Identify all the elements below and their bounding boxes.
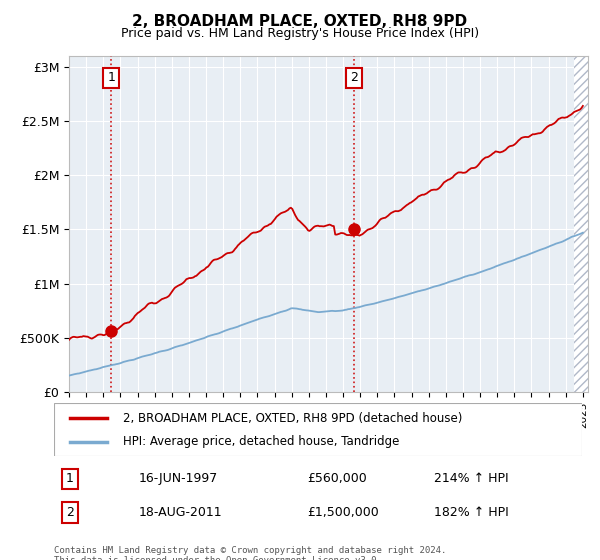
Text: 2, BROADHAM PLACE, OXTED, RH8 9PD: 2, BROADHAM PLACE, OXTED, RH8 9PD [133,14,467,29]
Text: 214% ↑ HPI: 214% ↑ HPI [434,472,509,486]
Text: 16-JUN-1997: 16-JUN-1997 [139,472,218,486]
Text: 1: 1 [107,71,115,85]
Text: Price paid vs. HM Land Registry's House Price Index (HPI): Price paid vs. HM Land Registry's House … [121,27,479,40]
Text: 1: 1 [66,472,74,486]
Text: 182% ↑ HPI: 182% ↑ HPI [434,506,509,519]
Text: 2, BROADHAM PLACE, OXTED, RH8 9PD (detached house): 2, BROADHAM PLACE, OXTED, RH8 9PD (detac… [122,412,462,424]
FancyBboxPatch shape [54,403,582,456]
Bar [574,56,592,392]
Text: HPI: Average price, detached house, Tandridge: HPI: Average price, detached house, Tand… [122,435,399,448]
Text: 2: 2 [350,71,358,85]
Text: £1,500,000: £1,500,000 [307,506,379,519]
Text: Contains HM Land Registry data © Crown copyright and database right 2024.
This d: Contains HM Land Registry data © Crown c… [54,546,446,560]
Text: £560,000: £560,000 [307,472,367,486]
Text: 18-AUG-2011: 18-AUG-2011 [139,506,222,519]
Text: 2: 2 [66,506,74,519]
